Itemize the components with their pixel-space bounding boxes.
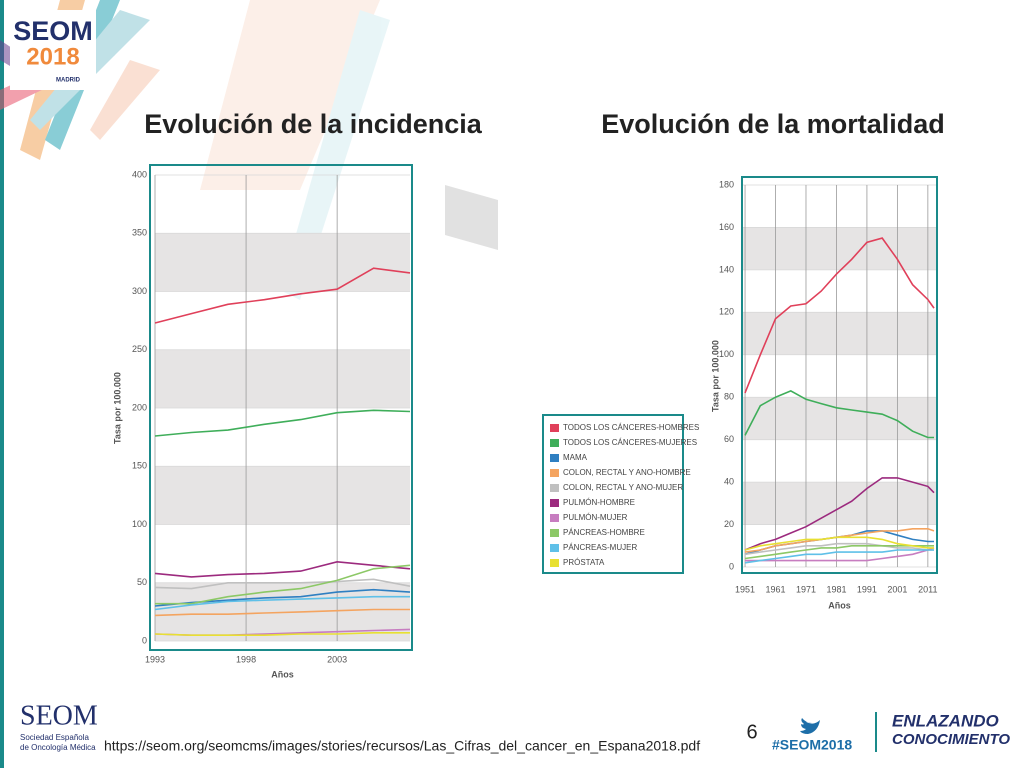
chart-title: Evolución de la mortalidad <box>601 109 945 139</box>
hashtag: #SEOM2018 <box>772 737 852 753</box>
legend-swatch <box>550 499 559 507</box>
series-line <box>154 267 411 324</box>
logo-name: SEOM <box>13 16 93 46</box>
series-line <box>155 564 411 605</box>
x-tick-label: 1951 <box>735 584 755 594</box>
legend-label: PRÓSTATA <box>563 558 605 567</box>
x-tick-label: 1993 <box>145 654 165 664</box>
x-tick-label: 1981 <box>826 584 846 594</box>
x-tick-label: 1971 <box>796 584 816 594</box>
series-line <box>154 632 410 636</box>
series-line <box>154 608 410 617</box>
series-line <box>744 528 935 553</box>
y-tick-label: 300 <box>132 286 147 296</box>
y-tick-label: 100 <box>719 349 734 359</box>
series-line <box>154 560 411 578</box>
legend-label: PULMÓN-MUJER <box>563 513 628 522</box>
y-tick-label: 80 <box>724 392 734 402</box>
series-line <box>744 542 934 556</box>
x-tick-label: 1961 <box>766 584 786 594</box>
slogan: ENLAZANDO <box>892 711 999 730</box>
society-name: SEOM <box>20 700 98 731</box>
side-bar <box>0 0 4 768</box>
y-tick-label: 350 <box>132 228 147 238</box>
legend-swatch <box>550 529 559 537</box>
y-tick-label: 40 <box>724 476 734 486</box>
plot-frame <box>149 164 413 651</box>
x-tick-label: 1998 <box>236 654 256 664</box>
y-tick-label: 0 <box>142 635 147 645</box>
page-number: 6 <box>746 721 757 743</box>
legend-box <box>542 414 684 574</box>
series-line <box>154 595 410 611</box>
logo-city: MADRID <box>56 78 81 84</box>
band <box>155 233 410 292</box>
y-tick-label: 20 <box>724 519 734 529</box>
legend-swatch <box>550 439 559 447</box>
series-line <box>744 536 934 551</box>
series-line <box>744 549 934 564</box>
legend-label: PÁNCREAS-MUJER <box>563 543 637 552</box>
x-tick-label: 2011 <box>918 584 937 594</box>
legend-swatch <box>550 424 559 432</box>
society-line: de Oncología Médica <box>20 743 96 752</box>
band <box>742 227 937 270</box>
legend-label: PULMÓN-HOMBRE <box>563 498 635 507</box>
band <box>742 397 937 440</box>
y-tick-label: 150 <box>132 461 147 471</box>
series-line <box>744 390 934 439</box>
chart-title: Evolución de la incidencia <box>144 109 483 139</box>
series-line <box>154 409 411 437</box>
legend-label: TODOS LOS CÁNCERES-MUJERES <box>563 438 697 447</box>
legend-label: COLON, RECTAL Y ANO-MUJER <box>563 483 683 492</box>
legend-label: PÁNCREAS-HOMBRE <box>563 528 645 537</box>
source-url: https://seom.org/seomcms/images/stories/… <box>104 738 700 754</box>
band <box>155 349 410 408</box>
y-tick-label: 100 <box>132 519 147 529</box>
series-line <box>745 547 935 562</box>
y-tick-label: 250 <box>132 344 147 354</box>
legend-swatch <box>550 484 559 492</box>
series-line <box>154 578 411 590</box>
slogan: CONOCIMIENTO <box>892 731 1010 748</box>
x-axis-label: Años <box>828 600 851 610</box>
y-tick-label: 120 <box>719 307 734 317</box>
logo-box <box>10 10 96 90</box>
legend-label: COLON, RECTAL Y ANO-HOMBRE <box>563 468 691 477</box>
band <box>742 482 937 525</box>
legend-swatch <box>550 544 559 552</box>
legend-swatch <box>550 469 559 477</box>
twitter-icon <box>800 718 820 734</box>
legend-swatch <box>550 559 559 567</box>
y-axis-label: Tasa por 100.000 <box>112 372 122 444</box>
y-tick-label: 140 <box>719 264 734 274</box>
legend-label: TODOS LOS CÁNCERES-HOMBRES <box>563 423 699 432</box>
series-line <box>744 477 935 551</box>
y-tick-label: 160 <box>719 222 734 232</box>
legend-swatch <box>550 454 559 462</box>
society-line: Sociedad Española <box>20 733 89 742</box>
y-axis-label: Tasa por 100.000 <box>710 340 720 412</box>
y-tick-label: 200 <box>132 402 147 412</box>
y-tick-label: 180 <box>719 179 734 189</box>
y-tick-label: 400 <box>132 169 147 179</box>
logo-year: 2018 <box>26 43 79 70</box>
legend-label: MAMA <box>563 453 588 462</box>
band <box>155 466 410 525</box>
legend-swatch <box>550 514 559 522</box>
y-tick-label: 60 <box>724 434 734 444</box>
x-tick-label: 2003 <box>327 654 347 664</box>
y-tick-label: 50 <box>137 577 147 587</box>
series-line <box>744 237 935 394</box>
x-tick-label: 1991 <box>857 584 877 594</box>
plot-frame <box>741 176 938 574</box>
band <box>742 312 937 355</box>
x-axis-label: Años <box>271 669 294 679</box>
x-tick-label: 2001 <box>887 584 907 594</box>
y-tick-label: 0 <box>729 561 734 571</box>
